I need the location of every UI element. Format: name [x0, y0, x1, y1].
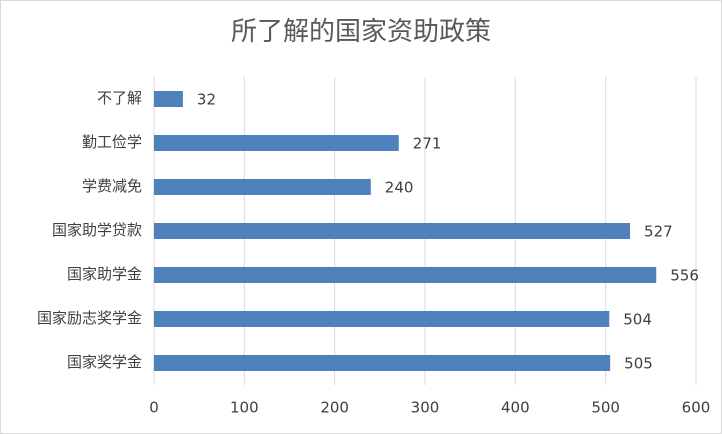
- bar: [154, 223, 631, 239]
- x-tick-label: 300: [411, 399, 440, 417]
- x-tick-label: 100: [230, 399, 259, 417]
- data-label: 32: [197, 91, 216, 109]
- y-tick-label: 国家助学金: [67, 265, 142, 283]
- y-tick-label: 国家励志奖学金: [37, 309, 142, 327]
- x-tick-label: 0: [149, 399, 159, 417]
- bar: [154, 135, 399, 151]
- y-tick-label: 国家助学贷款: [52, 221, 142, 239]
- data-label: 271: [413, 135, 442, 153]
- bar: [154, 179, 371, 195]
- x-tick-label: 600: [682, 399, 711, 417]
- y-tick-label: 国家奖学金: [67, 353, 142, 371]
- y-tick-label: 不了解: [97, 89, 142, 107]
- y-tick-label: 勤工俭学: [82, 133, 142, 151]
- data-label: 505: [624, 355, 653, 373]
- bar: [154, 267, 657, 283]
- data-label: 240: [385, 179, 414, 197]
- data-label: 504: [623, 311, 652, 329]
- x-tick-label: 400: [501, 399, 530, 417]
- bar: [154, 91, 183, 107]
- bar: [154, 311, 610, 327]
- x-tick-label: 200: [320, 399, 349, 417]
- y-tick-label: 学费减免: [82, 177, 142, 195]
- data-label: 527: [644, 223, 673, 241]
- data-label: 556: [670, 267, 699, 285]
- x-tick-label: 500: [591, 399, 620, 417]
- chart-title: 所了解的国家资助政策: [231, 17, 491, 47]
- bar: [154, 355, 611, 371]
